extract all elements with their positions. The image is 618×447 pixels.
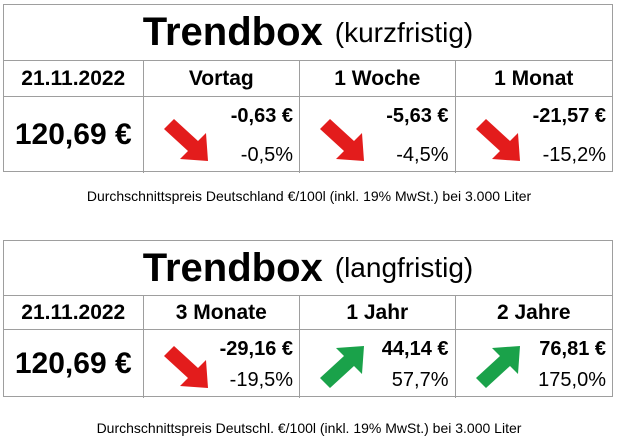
period-label-vortag: Vortag — [144, 61, 301, 96]
title-row: Trendbox (langfristig) — [4, 241, 612, 296]
box-title: Trendbox — [142, 10, 323, 54]
date-label: 21.11.2022 — [4, 296, 144, 329]
title-row: Trendbox (kurzfristig) — [4, 5, 612, 61]
change-percent: -15,2% — [542, 144, 606, 166]
period-label-1-monat: 1 Monat — [494, 66, 574, 90]
footnote-long-term: Durchschnittspreis Deutschl. €/100l (ink… — [96, 420, 522, 436]
arrow-up-icon — [320, 346, 365, 388]
period-label-1-jahr: 1 Jahr — [300, 296, 456, 329]
change-percent: 57,7% — [391, 369, 449, 391]
header-row: 21.11.2022 3 Monate 1 Jahr 2 Jahre — [4, 296, 612, 330]
date-label: 21.11.2022 — [4, 61, 144, 96]
period-label-1-woche: 1 Woche — [300, 61, 456, 96]
box-subtitle: (kurzfristig) — [334, 16, 474, 48]
value-row: 120,69 € -0,63 € -0,5% -5,63 € -4,5% -21… — [4, 97, 612, 173]
arrow-down-icon — [163, 346, 208, 388]
change-percent: -4,5% — [396, 144, 449, 166]
change-2-jahre: 76,81 € 175,0% — [456, 330, 612, 398]
change-absolute: -0,63 € — [230, 105, 294, 127]
change-1-monat: -21,57 € -15,2% — [456, 97, 612, 173]
arrow-up-icon — [475, 346, 520, 388]
trendbox-short-term: Trendbox (kurzfristig) 21.11.2022 Vortag… — [3, 4, 613, 173]
change-absolute: 76,81 € — [539, 338, 606, 360]
change-1-jahr: 44,14 € 57,7% — [300, 330, 456, 398]
box-subtitle: (langfristig) — [334, 252, 474, 283]
change-absolute: -29,16 € — [219, 338, 294, 360]
arrow-down-icon — [163, 119, 208, 161]
change-absolute: -5,63 € — [386, 105, 449, 127]
value-row: 120,69 € -29,16 € -19,5% 44,14 € 57,7% 7… — [4, 330, 612, 398]
change-absolute: -21,57 € — [532, 105, 606, 127]
change-percent: 175,0% — [538, 369, 606, 391]
arrow-down-icon — [475, 119, 520, 161]
trendbox-long-term: Trendbox (langfristig) 21.11.2022 3 Mona… — [3, 240, 613, 398]
change-percent: -19,5% — [229, 369, 294, 391]
change-absolute: 44,14 € — [381, 338, 449, 360]
period-label-3-monate: 3 Monate — [144, 296, 301, 329]
current-price: 120,69 € — [4, 97, 144, 173]
period-label-2-jahre: 2 Jahre — [496, 300, 571, 324]
change-3-monate: -29,16 € -19,5% — [144, 330, 301, 398]
footnote-short-term: Durchschnittspreis Deutschland €/100l (i… — [86, 188, 532, 204]
arrow-down-icon — [320, 119, 365, 161]
header-row: 21.11.2022 Vortag 1 Woche 1 Monat — [4, 61, 612, 97]
box-title: Trendbox — [142, 245, 323, 290]
change-1-woche: -5,63 € -4,5% — [300, 97, 456, 173]
change-vortag: -0,63 € -0,5% — [144, 97, 301, 173]
current-price: 120,69 € — [4, 330, 144, 398]
change-percent: -0,5% — [240, 144, 294, 166]
